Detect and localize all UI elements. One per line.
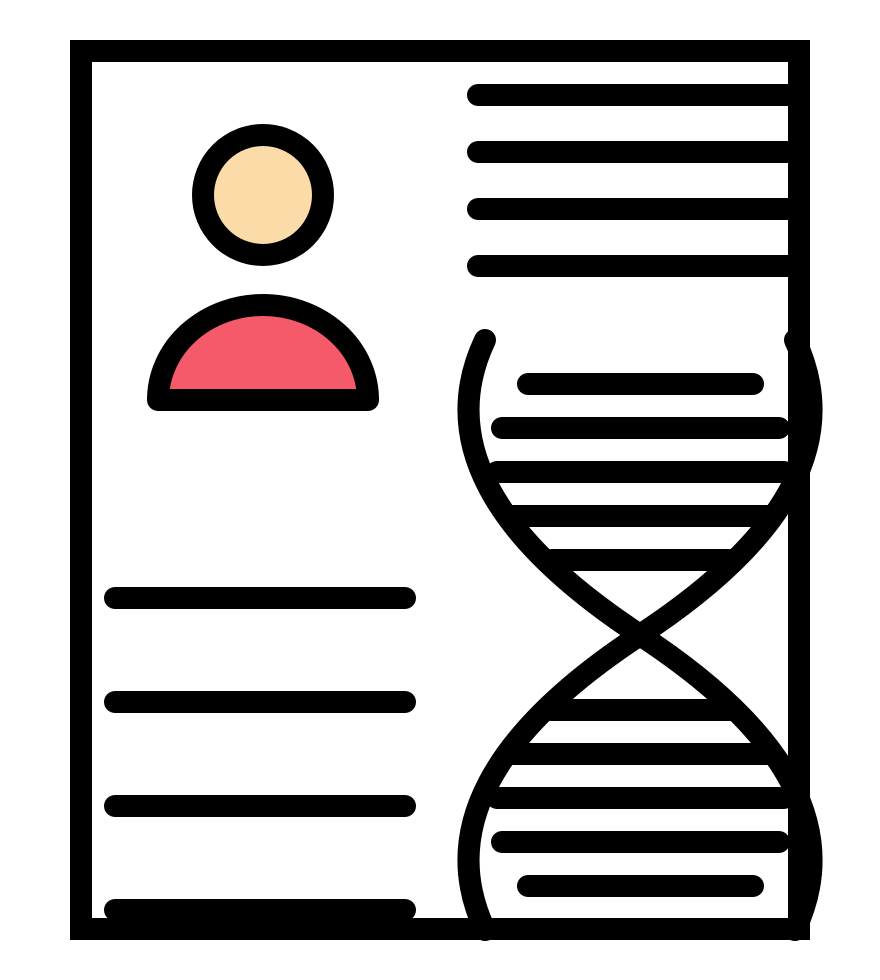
person-head-icon xyxy=(203,135,323,255)
